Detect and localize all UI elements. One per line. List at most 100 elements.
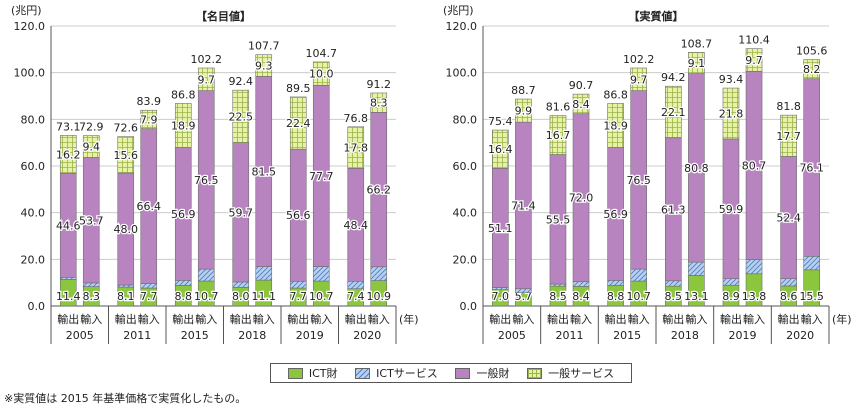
data-label-general-services: 8.2 — [803, 63, 821, 76]
bar-category-label: 輸出 — [287, 312, 309, 326]
x-group-label: 2015 — [181, 329, 209, 342]
data-label-ict-goods: 8.8 — [175, 290, 193, 303]
data-label-ict-goods: 7.0 — [492, 290, 510, 303]
data-label-general-goods: 44.6 — [56, 219, 81, 232]
legend-label-ict-goods: ICT財 — [308, 367, 338, 380]
bar-segment-general-services — [255, 54, 273, 77]
bar-segment-general-services — [515, 98, 532, 123]
bar-category-label: 輸出 — [115, 312, 137, 326]
bar-category-label: 輸入 — [368, 312, 390, 326]
bar-segment-general-services — [722, 87, 740, 140]
x-group-label: 2011 — [556, 329, 584, 342]
bar-category-label: 輸入 — [628, 312, 650, 326]
unit-label: (兆円) — [443, 4, 474, 17]
legend-item-general-services: 一般サービス — [527, 365, 614, 381]
data-label-general-services: 8.4 — [572, 98, 590, 111]
bar-category-label: 輸出 — [778, 312, 800, 326]
data-label-general-services: 16.4 — [488, 143, 513, 156]
data-label-general-services: 9.4 — [83, 141, 101, 154]
data-label-ict-goods: 10.7 — [626, 290, 651, 303]
y-tick-label: 100.0 — [446, 67, 478, 80]
chart-nominal: (兆円) 【名目値】 0.0 20.0 40.0 60.0 80.0 100.0 120.0 11… — [11, 4, 419, 344]
data-label-general-goods: 53.7 — [79, 214, 104, 227]
bar-segment-general-services — [803, 59, 821, 80]
data-label-ict-goods: 10.9 — [367, 290, 392, 303]
data-label-ict-goods: 8.4 — [572, 290, 590, 303]
total-label: 104.7 — [306, 47, 338, 60]
total-label: 110.4 — [738, 34, 770, 47]
bar-category-label: 輸入 — [80, 312, 102, 326]
total-label: 102.2 — [623, 53, 655, 66]
data-label-general-goods: 71.4 — [511, 199, 536, 212]
bar-segment-ict-services — [347, 280, 365, 290]
bar-segment-ict-services — [59, 276, 77, 280]
legend: ICT財 ICTサービス 一般財 一般サービス — [270, 363, 632, 383]
bar-category-label: 輸出 — [605, 312, 627, 326]
data-label-general-services: 9.7 — [745, 54, 763, 67]
y-tick-label: 0.0 — [28, 300, 46, 313]
y-tick-label: 0.0 — [460, 300, 478, 313]
data-label-ict-goods: 13.1 — [684, 290, 709, 303]
bar-segment-general-services — [82, 135, 100, 158]
bar-segment-ict-services — [630, 268, 648, 282]
data-label-ict-goods: 8.5 — [549, 290, 567, 303]
data-label-general-services: 16.2 — [56, 148, 81, 161]
year-suffix-label: (年) — [832, 312, 852, 326]
x-group-label: 2011 — [123, 329, 151, 342]
bar-category-label: 輸入 — [195, 312, 217, 326]
data-label-ict-goods: 8.6 — [780, 290, 798, 303]
bar-segment-ict-services — [745, 259, 763, 275]
y-tick-label: 120.0 — [446, 20, 478, 33]
bar-segment-ict-services — [197, 268, 215, 282]
data-label-general-goods: 81.5 — [252, 165, 277, 178]
data-label-ict-goods: 10.7 — [194, 290, 219, 303]
bar-segment-ict-services — [232, 281, 250, 288]
bar-category-label: 輸出 — [57, 312, 79, 326]
bar-segment-general-services — [59, 135, 77, 174]
total-label: 108.7 — [681, 37, 713, 50]
y-tick-label: 20.0 — [453, 253, 478, 266]
data-label-ict-goods: 15.5 — [799, 290, 824, 303]
data-label-ict-goods: 13.8 — [742, 290, 767, 303]
data-label-general-services: 15.6 — [114, 149, 139, 162]
total-label: 81.8 — [776, 100, 801, 113]
data-label-general-goods: 59.9 — [719, 203, 744, 216]
bar-segment-general-services — [664, 85, 682, 139]
bar-segment-ict-services — [572, 281, 590, 287]
legend-label-general-services: 一般サービス — [548, 367, 615, 380]
data-label-general-goods: 72.0 — [569, 192, 594, 205]
bar-category-label: 輸入 — [138, 312, 160, 326]
bar-segment-ict-services — [140, 283, 158, 289]
total-label: 86.8 — [171, 88, 196, 101]
y-tick-label: 80.0 — [21, 113, 46, 126]
y-tick-label: 120.0 — [14, 20, 46, 33]
bar-segment-ict-services — [312, 266, 330, 282]
data-label-general-services: 9.7 — [630, 73, 648, 86]
bar-segment-ict-services — [803, 255, 821, 271]
total-label: 81.6 — [546, 101, 571, 114]
data-label-general-goods: 59.7 — [229, 206, 254, 219]
total-label: 72.9 — [79, 121, 104, 134]
data-label-general-goods: 80.7 — [742, 159, 767, 172]
total-label: 86.8 — [603, 88, 628, 101]
y-tick-label: 40.0 — [21, 207, 46, 220]
y-tick-label: 40.0 — [453, 207, 478, 220]
bar-segment-general-services — [117, 136, 135, 174]
bar-segment-general-services — [572, 93, 590, 115]
bar-category-label: 輸出 — [489, 312, 511, 326]
data-label-ict-goods: 8.1 — [117, 290, 135, 303]
bar-segment-general-services — [491, 129, 509, 169]
bar-segment-general-services — [549, 115, 567, 155]
data-label-ict-goods: 8.9 — [722, 290, 740, 303]
data-label-general-services: 21.8 — [719, 108, 744, 121]
x-group-label: 2019 — [296, 329, 324, 342]
bar-segment-ict-services — [174, 280, 192, 286]
bar-segment-ict-services — [722, 278, 740, 286]
bar-segment-general-services — [745, 48, 763, 72]
data-label-general-goods: 77.7 — [309, 170, 334, 183]
data-label-ict-goods: 7.7 — [140, 290, 158, 303]
data-label-general-goods: 76.5 — [194, 174, 219, 187]
bar-category-label: 輸入 — [685, 312, 707, 326]
data-label-general-services: 10.0 — [309, 68, 334, 81]
legend-swatch-general-services — [527, 367, 543, 379]
